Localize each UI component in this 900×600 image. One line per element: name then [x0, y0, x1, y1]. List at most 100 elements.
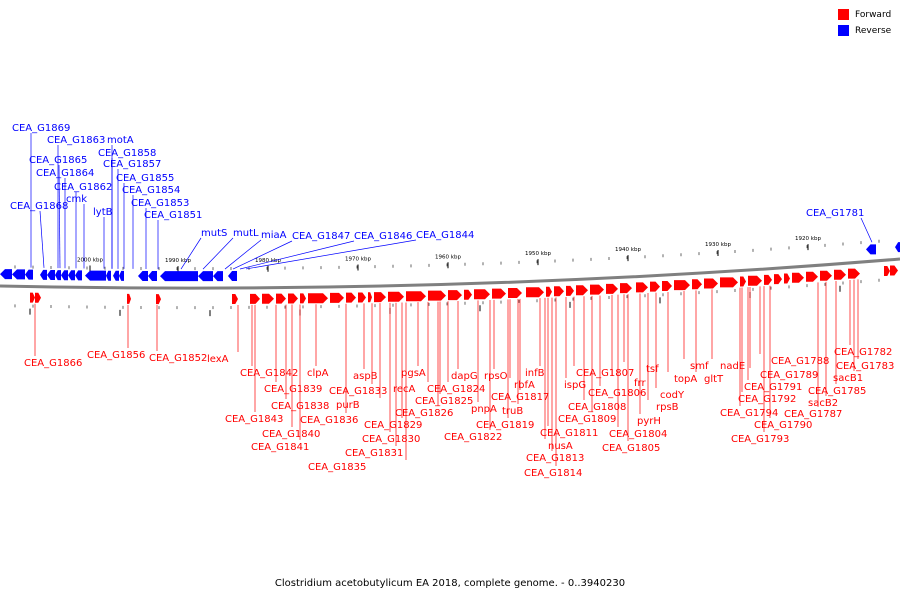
- forward-gene-label-sacb1: sacB1: [833, 373, 863, 384]
- gene-arrow: [508, 288, 522, 299]
- reverse-gene-label-cea-g1869: CEA_G1869: [12, 123, 70, 134]
- gene-arrow: [474, 289, 490, 300]
- forward-gene-label-lexa: lexA: [207, 354, 229, 365]
- forward-gene-label-gltt: gltT: [704, 374, 724, 385]
- forward-gene-label-infb: infB: [525, 368, 545, 379]
- gene-arrow: [198, 271, 213, 282]
- forward-gene-label-clpa: clpA: [307, 368, 329, 379]
- gene-arrow: [127, 293, 131, 304]
- forward-gene-label-cea-g1811: CEA_G1811: [540, 428, 598, 439]
- forward-gene-label-pyrh: pyrH: [637, 416, 661, 427]
- tick-label: 1930 kbp: [705, 242, 731, 248]
- forward-gene-label-cea-g1866: CEA_G1866: [24, 358, 82, 369]
- forward-gene-label-cea-g1835: CEA_G1835: [308, 462, 366, 473]
- forward-gene-label-cea-g1836: CEA_G1836: [300, 415, 358, 426]
- gene-arrow: [47, 269, 55, 280]
- gene-arrow: [554, 286, 564, 297]
- reverse-gene-label-lytb: lytB: [93, 207, 113, 218]
- gene-arrow: [156, 294, 161, 305]
- gene-arrow: [774, 274, 782, 285]
- gene-arrow: [566, 285, 574, 296]
- gene-arrow: [820, 270, 832, 281]
- leader-line: [202, 237, 234, 270]
- forward-gene-label-ispg: ispG: [564, 380, 586, 391]
- gene-arrow: [806, 271, 818, 282]
- genome-backbone-line: [0, 257, 900, 290]
- tick-label: 2000 kbp: [77, 258, 103, 264]
- gene-arrow: [288, 293, 298, 304]
- leader-line: [39, 210, 45, 268]
- forward-gene-label-cea-g1840: CEA_G1840: [262, 429, 320, 440]
- forward-gene-label-cea-g1807: CEA_G1807: [576, 368, 634, 379]
- gene-arrow: [764, 274, 772, 285]
- gene-arrow: [308, 293, 328, 304]
- forward-gene-label-cea-g1825: CEA_G1825: [415, 396, 473, 407]
- gene-arrow: [704, 278, 718, 289]
- reverse-gene-label-cea-g1864: CEA_G1864: [36, 168, 94, 179]
- gene-arrow: [368, 292, 372, 303]
- forward-gene-label-purb: purB: [336, 400, 360, 411]
- reverse-gene-label-cea-g1846: CEA_G1846: [354, 231, 412, 242]
- genome-caption: Clostridium acetobutylicum EA 2018, comp…: [274, 578, 626, 589]
- forward-gene-label-cea-g1817: CEA_G1817: [491, 392, 549, 403]
- reverse-gene-label-cea-g1857: CEA_G1857: [103, 159, 161, 170]
- gene-arrow: [228, 271, 237, 282]
- forward-gene-label-cea-g1830: CEA_G1830: [362, 434, 420, 445]
- reverse-gene-label-mota: motA: [107, 135, 134, 146]
- gene-arrow: [884, 266, 890, 277]
- forward-gene-label-cea-g1792: CEA_G1792: [738, 394, 796, 405]
- reverse-gene-label-miaa: miaA: [261, 230, 287, 241]
- gene-arrow: [448, 290, 462, 301]
- tick-label: 1950 kbp: [525, 251, 551, 257]
- reverse-gene-label-cea-g1853: CEA_G1853: [131, 198, 189, 209]
- forward-gene-label-cea-g1839: CEA_G1839: [264, 384, 322, 395]
- forward-gene-label-rbfa: rbfA: [514, 380, 535, 391]
- gene-arrow: [276, 293, 286, 304]
- reverse-gene-label-cea-g1855: CEA_G1855: [116, 173, 174, 184]
- gene-arrow: [636, 282, 648, 293]
- forward-gene-label-cea-g1833: CEA_G1833: [329, 386, 387, 397]
- reverse-gene-label-cea-g1851: CEA_G1851: [144, 210, 202, 221]
- forward-gene-label-cea-g1791: CEA_G1791: [744, 382, 802, 393]
- legend-reverse-label: Reverse: [855, 26, 892, 36]
- forward-gene-label-cea-g1856: CEA_G1856: [87, 350, 145, 361]
- gene-arrow: [692, 279, 702, 290]
- gene-arrow: [834, 269, 846, 280]
- gene-arrow: [388, 291, 404, 302]
- forward-gene-label-cea-g1822: CEA_G1822: [444, 432, 502, 443]
- forward-gene-label-cea-g1785: CEA_G1785: [808, 386, 866, 397]
- forward-swatch: [838, 9, 849, 20]
- legend: Forward Reverse: [838, 8, 891, 40]
- reverse-gene-label-cea-g1854: CEA_G1854: [122, 185, 180, 196]
- forward-gene-label-cea-g1787: CEA_G1787: [784, 409, 842, 420]
- gene-arrow: [792, 272, 804, 283]
- leader-line: [180, 237, 202, 270]
- tick-label: 1980 kbp: [255, 258, 281, 264]
- gene-arrow: [346, 292, 356, 303]
- forward-gene-label-cody: codY: [660, 390, 685, 401]
- forward-gene-label-reca: recA: [393, 384, 416, 395]
- forward-gene-label-cea-g1782: CEA_G1782: [834, 347, 892, 358]
- forward-gene-label-cea-g1842: CEA_G1842: [240, 368, 298, 379]
- legend-forward-label: Forward: [855, 10, 892, 20]
- forward-gene-label-aspb: aspB: [353, 371, 378, 382]
- forward-gene-label-cea-g1789: CEA_G1789: [760, 370, 818, 381]
- tick-label: 1960 kbp: [435, 254, 461, 260]
- reverse-gene-label-cea-g1865: CEA_G1865: [29, 155, 87, 166]
- reverse-gene-label-cea-g1863: CEA_G1863: [47, 135, 105, 146]
- reverse-gene-label-cea-g1847: CEA_G1847: [292, 231, 350, 242]
- gene-arrow: [895, 242, 900, 253]
- reverse-gene-label-cmk: cmk: [66, 194, 87, 205]
- gene-arrow: [620, 283, 632, 294]
- gene-arrow: [848, 268, 860, 279]
- forward-gene-label-cea-g1819: CEA_G1819: [476, 420, 534, 431]
- gene-arrow: [12, 269, 25, 280]
- tick-label: 1970 kbp: [345, 257, 371, 263]
- gene-arrow: [748, 275, 762, 286]
- gene-arrow: [40, 269, 47, 280]
- legend-forward: Forward: [838, 8, 891, 24]
- forward-gene-label-sacb2: sacB2: [808, 398, 838, 409]
- gene-arrow: [866, 244, 876, 255]
